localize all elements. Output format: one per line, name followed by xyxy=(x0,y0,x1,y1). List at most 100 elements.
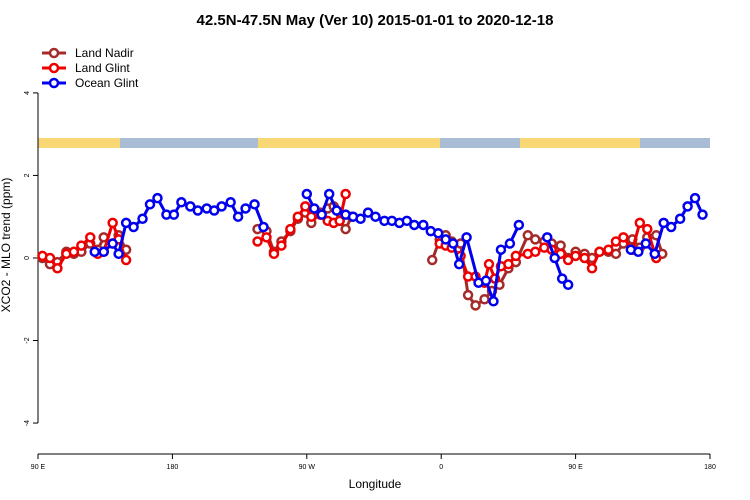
point xyxy=(440,234,451,245)
point xyxy=(107,238,118,249)
point xyxy=(334,215,345,227)
point xyxy=(453,258,465,270)
point xyxy=(462,289,474,301)
y-tick-label: 4 xyxy=(24,91,31,95)
point xyxy=(461,232,472,243)
point xyxy=(480,275,492,286)
point xyxy=(176,197,187,208)
point xyxy=(323,188,335,200)
y-tick-label: -4 xyxy=(24,420,31,426)
point xyxy=(68,246,80,258)
point xyxy=(192,205,204,216)
point xyxy=(340,188,351,200)
legend-label: Land Nadir xyxy=(75,46,134,60)
y-tick-label: -2 xyxy=(24,337,31,343)
point xyxy=(682,201,693,212)
point xyxy=(503,258,514,270)
point xyxy=(658,217,669,229)
point xyxy=(306,211,317,222)
point xyxy=(152,192,163,204)
point xyxy=(76,240,87,251)
point xyxy=(185,201,196,212)
point xyxy=(370,211,381,222)
point xyxy=(432,227,444,239)
point xyxy=(98,246,109,258)
x-axis-label: Longitude xyxy=(349,477,402,491)
point xyxy=(586,263,598,274)
legend-marker xyxy=(48,47,60,59)
point xyxy=(113,248,124,260)
point xyxy=(697,209,708,220)
point xyxy=(618,232,629,243)
point xyxy=(562,254,574,266)
point xyxy=(426,254,438,266)
point xyxy=(610,236,622,247)
point xyxy=(665,221,677,233)
point xyxy=(362,207,374,218)
y-tick-label: 2 xyxy=(24,173,31,177)
point xyxy=(689,192,701,204)
series-line xyxy=(42,193,658,286)
y-tick-label: 0 xyxy=(24,256,31,260)
chart-title: 42.5N-47.5N May (Ver 10) 2015-01-01 to 2… xyxy=(197,12,554,29)
point xyxy=(541,232,553,243)
x-tick-label: 90 E xyxy=(31,464,46,471)
point xyxy=(232,211,244,222)
y-axis-label: XCO2 - MLO trend (ppm) xyxy=(0,178,13,313)
point xyxy=(401,215,413,227)
point xyxy=(292,211,304,222)
point xyxy=(504,238,516,249)
point xyxy=(301,188,313,200)
point xyxy=(331,205,342,216)
point xyxy=(44,252,56,264)
point xyxy=(89,246,100,258)
x-tick-label: 90 W xyxy=(299,464,316,471)
point xyxy=(510,250,522,262)
x-tick-label: 180 xyxy=(167,464,179,471)
point xyxy=(268,248,280,260)
point xyxy=(418,219,429,231)
point xyxy=(488,296,499,307)
point xyxy=(530,246,541,258)
point xyxy=(300,201,311,212)
point xyxy=(137,213,148,225)
point xyxy=(495,244,507,255)
point xyxy=(594,246,605,258)
point xyxy=(603,244,614,255)
point xyxy=(409,219,420,231)
x-tick-label: 0 xyxy=(439,464,443,471)
point xyxy=(240,203,251,214)
point xyxy=(52,263,63,274)
point xyxy=(649,248,660,260)
point xyxy=(249,199,260,210)
point xyxy=(285,223,296,235)
point xyxy=(555,240,566,251)
point xyxy=(562,279,574,291)
legend-marker xyxy=(48,77,60,89)
point xyxy=(261,232,272,243)
point xyxy=(309,203,320,214)
point xyxy=(556,273,568,284)
map-strip xyxy=(38,138,710,148)
x-tick-label: 180 xyxy=(704,464,716,471)
point xyxy=(447,238,459,249)
point xyxy=(483,258,495,270)
land-band xyxy=(258,138,440,148)
point xyxy=(610,248,622,260)
point xyxy=(258,221,269,233)
land-band xyxy=(520,138,640,148)
point xyxy=(674,213,686,225)
legend-marker xyxy=(48,62,60,74)
point xyxy=(642,223,653,235)
point xyxy=(640,238,652,249)
point xyxy=(479,293,490,305)
point xyxy=(208,205,220,216)
point xyxy=(107,217,118,229)
legend-label: Land Glint xyxy=(75,61,130,75)
point xyxy=(579,252,590,264)
x-tick-label: 90 E xyxy=(568,464,583,471)
point xyxy=(276,240,287,251)
point xyxy=(216,201,227,212)
point xyxy=(316,209,327,220)
